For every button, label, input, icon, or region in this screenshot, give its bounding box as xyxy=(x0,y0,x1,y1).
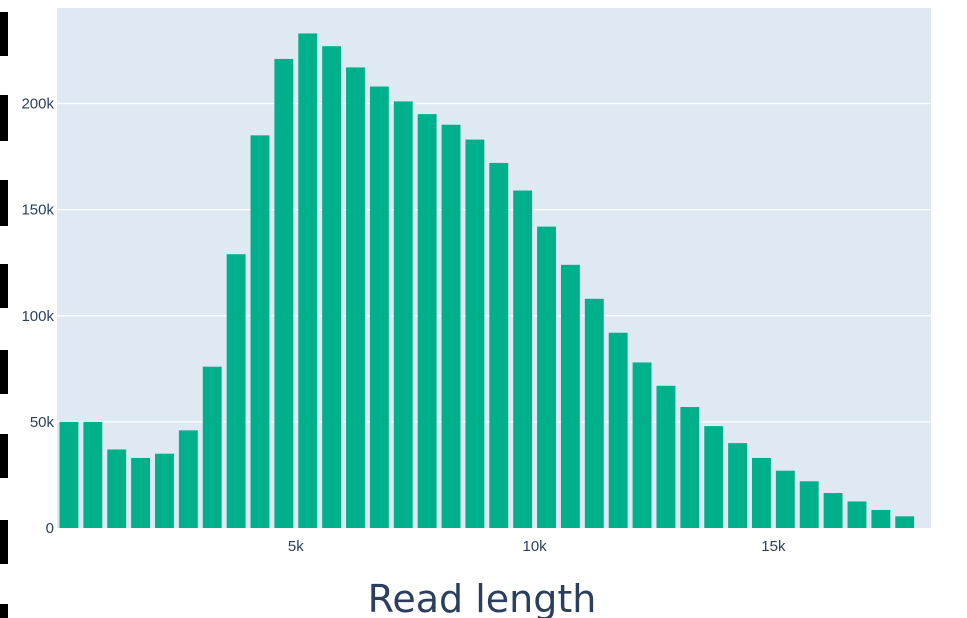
histogram-bar xyxy=(369,86,389,528)
x-tick-label: 5k xyxy=(288,538,304,555)
histogram-bar xyxy=(441,124,461,529)
x-tick-label: 10k xyxy=(523,538,548,555)
histogram-bar xyxy=(393,101,413,528)
histogram-bar xyxy=(131,457,151,528)
y-tick-label: 50k xyxy=(30,414,55,431)
edge-marker xyxy=(0,12,8,56)
histogram-bar xyxy=(895,516,915,528)
histogram-bar xyxy=(847,501,867,528)
histogram-bar xyxy=(83,421,103,528)
histogram-bar xyxy=(202,366,222,528)
y-tick-label: 0 xyxy=(46,520,54,537)
histogram-bar xyxy=(107,449,127,528)
edge-marker xyxy=(0,264,8,308)
histogram-bar xyxy=(704,426,724,528)
histogram-bar xyxy=(823,492,843,528)
histogram-bar xyxy=(298,33,318,528)
histogram-bar xyxy=(465,139,485,528)
histogram-bar xyxy=(537,226,556,528)
edge-marker xyxy=(0,180,8,226)
histogram-bar xyxy=(274,58,294,528)
histogram-bar xyxy=(680,407,700,528)
histogram-bar xyxy=(656,385,676,528)
histogram-bar xyxy=(178,430,198,528)
histogram-bar xyxy=(752,457,771,528)
histogram-bar xyxy=(59,421,79,528)
histogram-bar xyxy=(560,264,580,528)
y-tick-label: 150k xyxy=(21,202,54,219)
x-axis-title: Read length xyxy=(368,577,597,618)
bars xyxy=(59,33,915,529)
histogram-bar xyxy=(155,453,174,528)
histogram-bar xyxy=(489,162,509,528)
edge-marker xyxy=(0,350,8,394)
y-axis-ticks: 0 50k 100k 150k 200k xyxy=(21,96,54,537)
histogram-bar xyxy=(513,190,533,528)
histogram-bar xyxy=(871,509,891,528)
edge-marker xyxy=(0,95,8,141)
histogram-bar xyxy=(632,362,652,528)
x-axis-ticks: 5k 10k 15k xyxy=(288,538,786,555)
y-tick-label: 200k xyxy=(21,96,54,113)
edge-marker xyxy=(0,434,8,478)
histogram-bar xyxy=(799,481,819,528)
y-tick-label: 100k xyxy=(21,308,54,325)
x-tick-label: 15k xyxy=(761,538,786,555)
histogram-bar xyxy=(417,114,437,529)
edge-marker xyxy=(0,604,8,618)
histogram-bar xyxy=(226,254,246,528)
histogram-bar xyxy=(728,443,748,528)
edge-marker xyxy=(0,520,8,564)
histogram-bar xyxy=(608,332,628,528)
histogram-bar xyxy=(584,298,604,528)
histogram-bar xyxy=(250,135,270,529)
histogram-bar xyxy=(775,470,795,528)
histogram-bar xyxy=(322,46,342,529)
histogram-bar xyxy=(346,67,365,528)
